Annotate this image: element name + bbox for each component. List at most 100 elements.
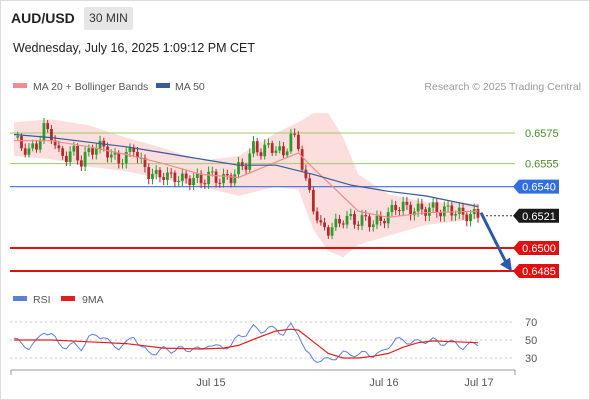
candle-body xyxy=(143,157,147,168)
bollinger-band-area xyxy=(14,113,478,258)
time-axis-label: Jul 16 xyxy=(369,377,398,389)
time-axis-label: Jul 15 xyxy=(196,377,225,389)
candle-body xyxy=(469,213,472,222)
datetime-label: Wednesday, July 16, 2025 1:09:12 PM CET xyxy=(13,41,256,55)
candle-body xyxy=(199,173,203,184)
rsi-tick-label-50: 50 xyxy=(525,335,537,347)
candle-body xyxy=(349,213,353,216)
candle-body xyxy=(162,177,166,180)
candle-body xyxy=(338,218,341,224)
candle-body xyxy=(35,143,38,150)
candle-body xyxy=(50,129,53,141)
last-price-tag xyxy=(513,208,559,223)
candle-body xyxy=(263,144,267,157)
candle-body xyxy=(225,174,229,176)
candle-body xyxy=(270,143,274,153)
candle-body xyxy=(412,211,416,216)
rsi-line xyxy=(13,322,479,364)
candle-body xyxy=(446,205,450,207)
candle-body xyxy=(207,171,210,185)
level-tag-0.6540 xyxy=(513,179,559,194)
candle-body xyxy=(195,173,199,178)
candle-body xyxy=(274,150,278,153)
candle-body xyxy=(64,155,68,162)
level-tag-text-0.6540: 0.6540 xyxy=(522,182,556,194)
time-axis-label: Jul 17 xyxy=(464,377,493,389)
candle-body xyxy=(420,203,424,210)
candle-body xyxy=(188,178,192,185)
candle-body xyxy=(154,169,158,174)
level-tag-text-0.6500: 0.6500 xyxy=(522,243,556,255)
candle-body xyxy=(136,151,139,158)
candle-body xyxy=(255,141,259,153)
forecast-arrow-head xyxy=(500,257,512,272)
candle-body xyxy=(222,174,225,184)
candle-body xyxy=(379,215,383,221)
candle-body xyxy=(383,220,386,224)
candle-body xyxy=(20,136,23,149)
candle-body xyxy=(98,140,102,149)
candle-body xyxy=(364,215,368,217)
candle-body xyxy=(113,152,117,155)
candle-body xyxy=(427,207,431,216)
candle-body xyxy=(23,148,27,155)
candle-body xyxy=(76,146,80,161)
candle-body xyxy=(180,173,184,181)
candle-body xyxy=(42,123,46,141)
candle-body xyxy=(237,162,240,175)
candle-body xyxy=(169,172,173,174)
candle-body xyxy=(319,220,323,223)
candle-body xyxy=(106,146,109,158)
candle-body xyxy=(409,204,413,216)
candle-body xyxy=(177,180,181,183)
candle-body xyxy=(166,172,169,180)
level-label-0.6575: 0.6575 xyxy=(525,128,559,140)
candle-body xyxy=(315,211,319,221)
candle-body xyxy=(203,183,207,185)
candle-body xyxy=(184,173,188,179)
candle-body xyxy=(323,222,326,228)
candle-body xyxy=(296,134,300,150)
candle-body xyxy=(390,205,394,213)
candle-body xyxy=(117,152,121,164)
candle-body xyxy=(345,215,349,225)
candle-body xyxy=(435,202,439,213)
candle-body xyxy=(233,174,237,184)
candle-body xyxy=(83,152,87,167)
level-tag-0.6485 xyxy=(513,264,559,278)
candle-body xyxy=(293,133,297,135)
candle-body xyxy=(229,175,233,184)
candle-body xyxy=(267,143,270,145)
candle-body xyxy=(465,214,469,222)
candle-body xyxy=(121,163,124,165)
candle-body xyxy=(132,147,136,152)
candle-body xyxy=(124,151,128,164)
candle-body xyxy=(109,154,113,158)
candle-body xyxy=(16,136,20,138)
candle-body xyxy=(68,151,72,162)
candle-body xyxy=(450,205,454,216)
candle-body xyxy=(285,151,289,156)
candle-body xyxy=(442,206,446,217)
ma50-legend-label: MA 50 xyxy=(175,81,205,93)
candle-body xyxy=(61,148,65,156)
candle-body xyxy=(214,171,218,183)
candle-body xyxy=(416,203,420,212)
timeframe-badge[interactable]: 30 MIN xyxy=(84,7,133,30)
candle-body xyxy=(356,224,360,226)
candle-body xyxy=(394,205,398,211)
candle-body xyxy=(371,224,375,228)
candle-body xyxy=(326,227,330,236)
candle-body xyxy=(341,223,345,225)
candle-body xyxy=(210,171,214,173)
candle-body xyxy=(289,133,293,152)
ma9-legend-label: 9MA xyxy=(82,294,104,306)
rsi-9ma-line xyxy=(14,328,479,359)
level-tag-0.6500 xyxy=(513,241,559,255)
candle-body xyxy=(192,177,196,185)
candle-body xyxy=(72,146,76,152)
candle-body xyxy=(173,172,177,183)
candle-body xyxy=(79,160,83,167)
candle-body xyxy=(244,166,248,170)
